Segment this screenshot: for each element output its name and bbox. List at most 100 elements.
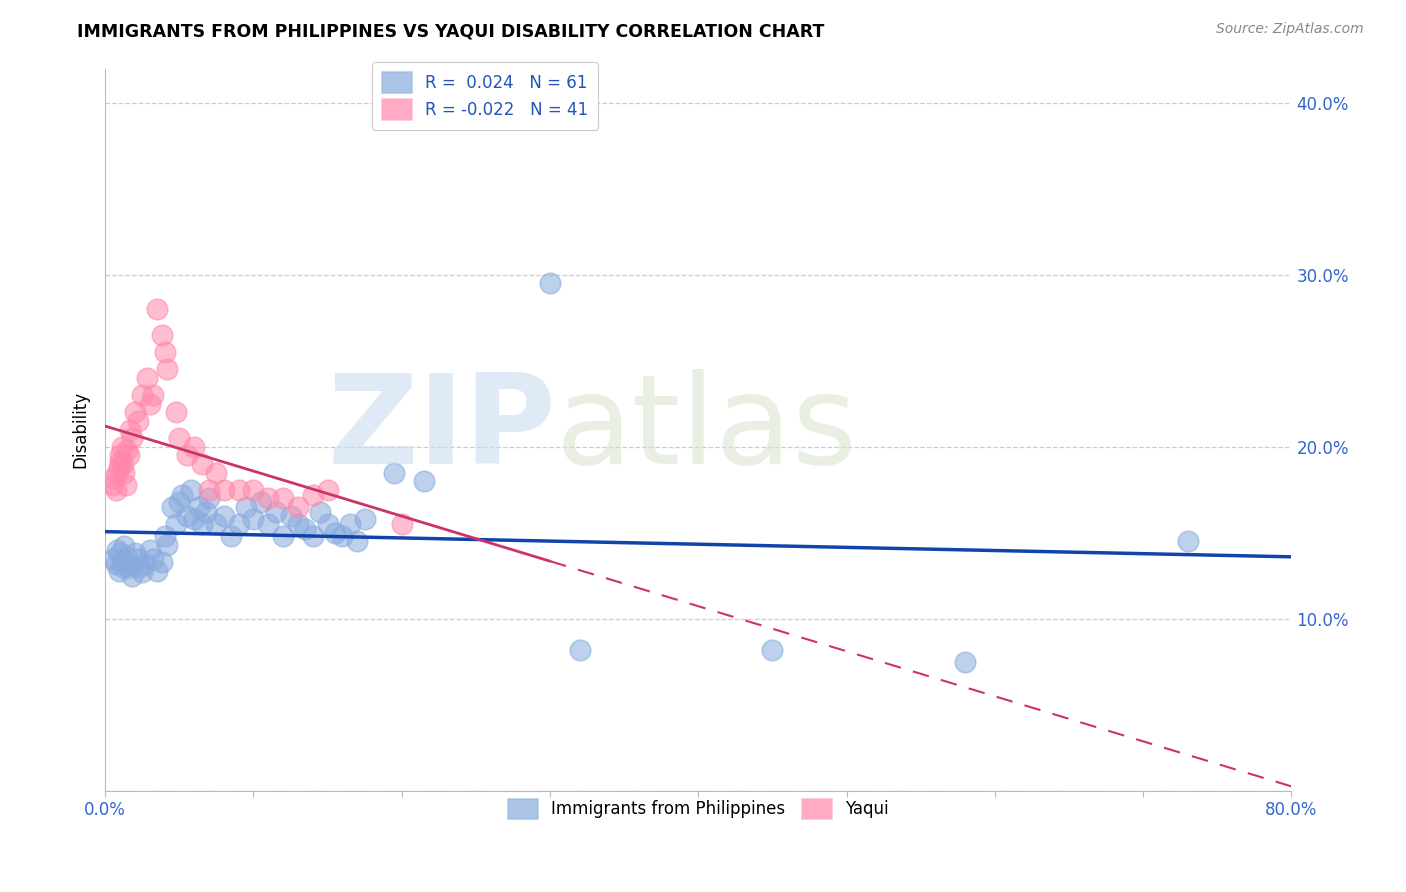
Point [309,505,332,519]
Point [146,302,169,317]
Point [264,505,287,519]
Point [169,431,191,445]
Point [413,474,436,488]
Point [212,508,235,523]
Point [271,491,294,506]
Point [110,440,132,454]
Point [135,371,157,385]
Point [323,525,346,540]
Point [294,522,316,536]
Text: Source: ZipAtlas.com: Source: ZipAtlas.com [1216,22,1364,37]
Point [955,655,977,669]
Point [111,560,134,574]
Point [105,542,128,557]
Point [339,517,361,532]
Point [117,549,139,564]
Point [195,505,218,519]
Point [108,453,131,467]
Point [101,551,124,566]
Point [538,277,561,291]
Point [353,512,375,526]
Text: ZIP: ZIP [328,369,555,490]
Point [146,564,169,578]
Point [138,542,160,557]
Point [198,483,221,497]
Point [115,477,138,491]
Point [382,466,405,480]
Point [228,483,250,497]
Point [346,534,368,549]
Point [183,512,205,526]
Y-axis label: Disability: Disability [72,391,89,468]
Point [271,529,294,543]
Point [205,466,228,480]
Point [257,517,280,532]
Point [219,529,242,543]
Point [761,642,783,657]
Point [316,483,339,497]
Point [108,546,131,560]
Point [301,529,323,543]
Point [301,488,323,502]
Point [127,414,149,428]
Point [190,517,212,532]
Point [134,557,156,571]
Point [104,557,127,571]
Point [156,538,179,552]
Point [176,508,198,523]
Point [118,448,141,462]
Point [228,517,250,532]
Point [287,517,309,532]
Point [156,362,179,376]
Point [111,457,134,471]
Point [391,517,413,532]
Point [142,388,165,402]
Point [103,471,125,485]
Point [121,431,143,445]
Point [198,491,221,506]
Point [131,388,153,402]
Point [114,540,136,554]
Point [131,566,153,580]
Point [118,560,141,574]
Point [242,483,264,497]
Point [180,483,202,497]
Point [176,448,198,462]
Point [1177,534,1199,549]
Point [568,642,591,657]
Point [124,546,146,560]
Point [205,517,228,532]
Point [169,495,191,509]
Point [190,457,212,471]
Point [316,517,339,532]
Point [127,551,149,566]
Point [120,423,142,437]
Point [257,491,280,506]
Point [172,488,194,502]
Point [121,568,143,582]
Point [138,397,160,411]
Point [280,508,302,523]
Point [114,466,136,480]
Point [165,405,187,419]
Point [110,555,132,569]
Point [235,500,257,514]
Point [142,551,165,566]
Text: IMMIGRANTS FROM PHILIPPINES VS YAQUI DISABILITY CORRELATION CHART: IMMIGRANTS FROM PHILIPPINES VS YAQUI DIS… [77,22,825,40]
Point [105,466,128,480]
Point [107,460,129,475]
Point [160,500,183,514]
Point [150,328,173,343]
Point [108,448,131,462]
Text: atlas: atlas [555,369,858,490]
Point [250,495,273,509]
Point [153,529,176,543]
Point [117,443,139,458]
Point [212,483,235,497]
Point [128,560,150,574]
Point [242,512,264,526]
Point [101,477,124,491]
Point [153,345,176,359]
Point [332,529,354,543]
Point [187,500,209,514]
